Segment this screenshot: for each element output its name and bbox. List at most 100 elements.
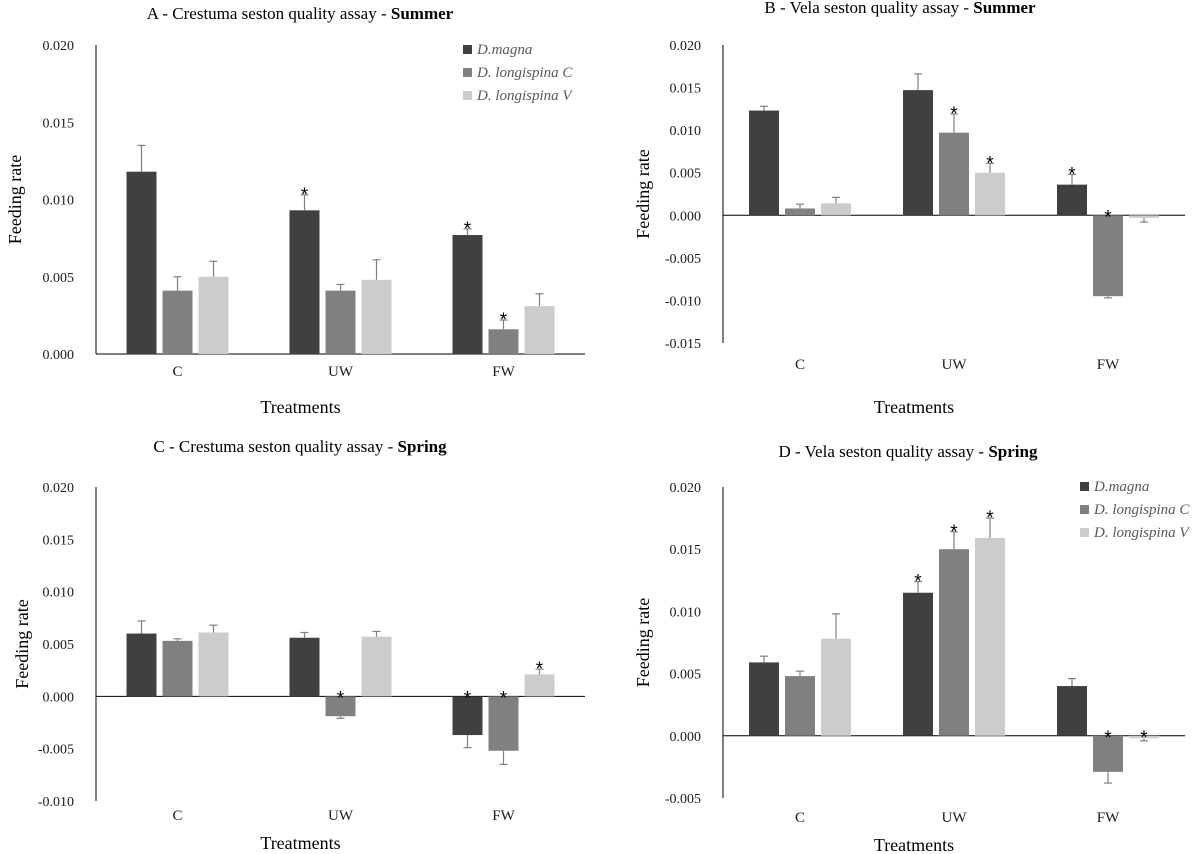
category-label: UW [942,810,968,826]
y-tick-label: 0.000 [670,209,702,224]
x-axis-label: Treatments [260,833,340,853]
legend-swatch [1080,528,1089,537]
chart-title-prefix: D - Vela seston quality assay - [779,442,989,461]
chart-title-season: Spring [397,437,447,456]
legend-swatch [463,91,472,100]
category-label: UW [328,364,354,380]
chart-a: A - Crestuma seston quality assay - Summ… [5,4,585,417]
category-label: C [795,357,805,373]
chart-panel-a: A - Crestuma seston quality assay - Summ… [0,0,600,427]
bar [289,210,320,354]
bar [1129,735,1159,739]
y-tick-label: -0.015 [665,337,701,352]
chart-title: B - Vela seston quality assay - Summer [764,0,1036,17]
bar [126,171,157,354]
bar [1093,215,1123,297]
bar [975,172,1005,216]
significance-star: * [464,219,472,240]
bar [1093,735,1123,772]
legend-label: D. longispina V [476,88,573,104]
y-tick-label: 0.010 [43,194,75,209]
bar [785,676,815,736]
y-tick-label: 0.020 [43,39,75,54]
bar [939,549,969,736]
bar [749,110,779,216]
x-axis-label: Treatments [260,397,340,417]
significance-star: * [1140,728,1148,749]
bar [1129,215,1159,218]
bar [1057,184,1087,216]
y-axis-label: Feeding rate [633,598,653,687]
legend-label: D. longispina V [1093,525,1190,541]
significance-star: * [536,659,544,680]
y-axis-label: Feeding rate [12,599,32,688]
bar [198,276,229,354]
bar [975,538,1005,736]
y-tick-label: 0.020 [43,481,75,496]
y-tick-label: 0.010 [670,124,702,139]
chart-b: B - Vela seston quality assay - Summer -0… [633,0,1185,417]
legend-swatch [1080,505,1089,514]
legend-swatch [463,68,472,77]
y-tick-label: 0.000 [43,690,75,705]
significance-star: * [914,572,922,593]
bar [939,132,969,216]
bar [452,235,483,354]
y-tick-label: 0.000 [670,730,702,745]
category-label: C [795,810,805,826]
y-tick-label: 0.020 [670,39,702,54]
y-tick-label: -0.010 [38,795,74,810]
significance-star: * [500,310,508,331]
y-tick-label: 0.015 [670,82,702,97]
bar [361,279,392,354]
bar [361,636,392,697]
legend-label: D.magna [1093,479,1149,495]
significance-star: * [1104,728,1112,749]
bar [903,90,933,216]
category-label: C [172,364,182,380]
chart-title: A - Crestuma seston quality assay - Summ… [147,4,454,23]
significance-star: * [950,522,958,543]
y-tick-label: -0.005 [665,792,701,807]
chart-title-prefix: A - Crestuma seston quality assay - [147,4,391,23]
chart-c: C - Crestuma seston quality assay - Spri… [12,437,585,853]
chart-title-season: Summer [391,4,454,23]
y-tick-label: 0.005 [670,668,702,683]
significance-star: * [500,688,508,709]
bar [198,632,229,697]
bar [488,696,519,751]
y-tick-label: -0.005 [665,252,701,267]
legend-swatch [1080,482,1089,491]
significance-star: * [1068,164,1076,185]
bar [903,592,933,736]
chart-title-prefix: B - Vela seston quality assay - [764,0,973,17]
significance-star: * [464,688,472,709]
bar [126,633,157,697]
bar [785,208,815,216]
chart-title-season: Spring [988,442,1038,461]
chart-title: D - Vela seston quality assay - Spring [779,442,1038,461]
category-label: C [172,808,182,824]
category-label: FW [1097,810,1120,826]
category-label: UW [328,808,354,824]
y-tick-label: 0.000 [43,348,75,363]
bar [821,203,851,216]
y-tick-label: 0.005 [43,271,75,286]
chart-panel-c: C - Crestuma seston quality assay - Spri… [0,427,600,854]
y-tick-label: 0.010 [670,605,702,620]
bar [821,638,851,736]
y-axis-label: Feeding rate [633,149,653,238]
legend-label: D. longispina C [476,65,573,81]
significance-star: * [337,688,345,709]
significance-star: * [986,153,994,174]
y-tick-label: 0.010 [43,586,75,601]
bar [162,290,193,354]
y-axis-label: Feeding rate [5,155,25,244]
y-tick-label: 0.020 [670,481,702,496]
chart-title-season: Summer [973,0,1036,17]
legend-swatch [463,45,472,54]
significance-star: * [301,185,309,206]
y-tick-label: 0.005 [43,638,75,653]
significance-star: * [986,508,994,529]
category-label: FW [1097,357,1120,373]
